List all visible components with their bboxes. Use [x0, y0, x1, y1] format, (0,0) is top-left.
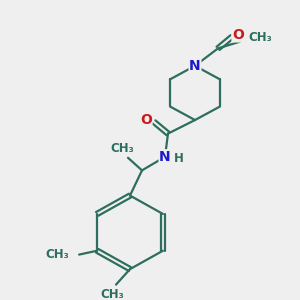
- Text: H: H: [174, 152, 184, 165]
- Text: O: O: [232, 28, 244, 42]
- Text: CH₃: CH₃: [45, 248, 69, 261]
- Text: N: N: [159, 150, 171, 164]
- Text: N: N: [189, 59, 201, 73]
- Text: CH₃: CH₃: [248, 31, 272, 44]
- Text: O: O: [140, 113, 152, 127]
- Text: CH₃: CH₃: [100, 288, 124, 300]
- Text: CH₃: CH₃: [110, 142, 134, 154]
